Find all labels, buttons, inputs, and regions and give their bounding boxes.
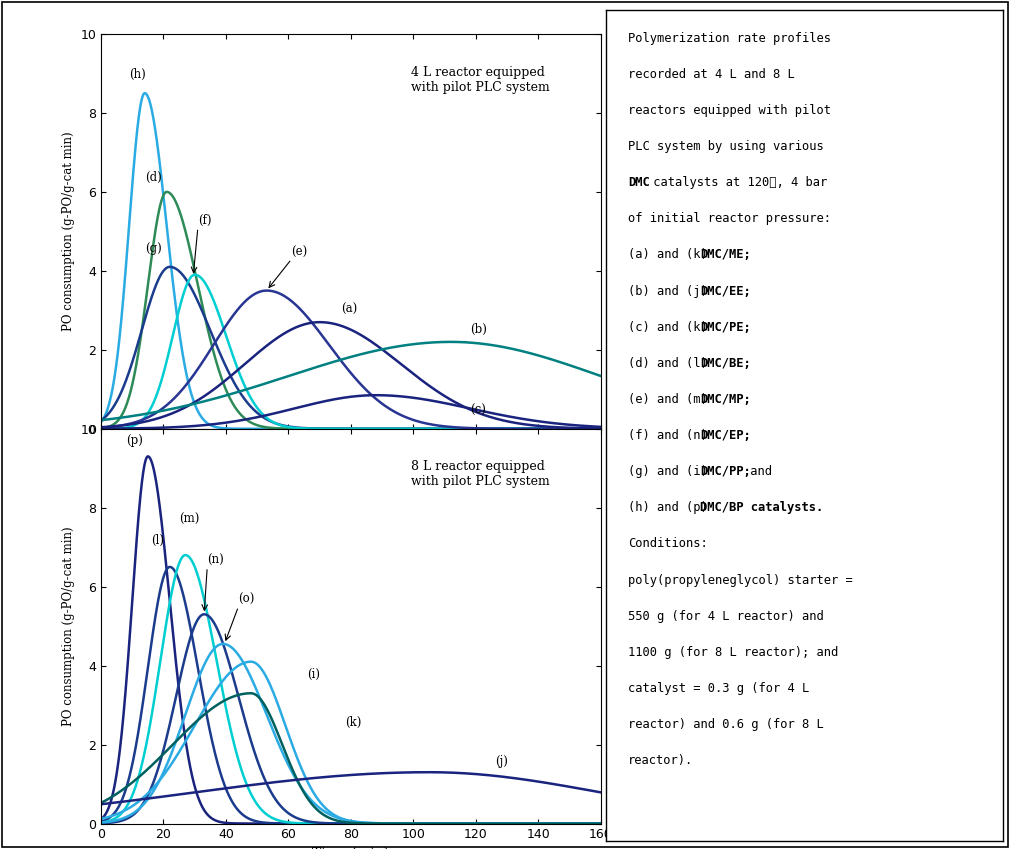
Text: DMC/PE;: DMC/PE;	[701, 321, 751, 334]
Text: reactors equipped with pilot: reactors equipped with pilot	[628, 104, 831, 117]
Text: and: and	[742, 465, 772, 478]
Text: 4 L reactor equipped
with pilot PLC system: 4 L reactor equipped with pilot PLC syst…	[411, 65, 549, 93]
Text: 550 g (for 4 L reactor) and: 550 g (for 4 L reactor) and	[628, 610, 823, 622]
Text: catalyst = 0.3 g (for 4 L: catalyst = 0.3 g (for 4 L	[628, 682, 809, 695]
Text: (h) and (p): (h) and (p)	[628, 501, 715, 514]
Text: of initial reactor pressure:: of initial reactor pressure:	[628, 212, 831, 225]
Text: (c) and (k): (c) and (k)	[628, 321, 715, 334]
Text: (c): (c)	[470, 404, 486, 417]
Text: (a) and (k): (a) and (k)	[628, 249, 715, 261]
Text: DMC/BE;: DMC/BE;	[701, 357, 751, 370]
Text: (d) and (l): (d) and (l)	[628, 357, 715, 370]
Text: (e) and (m): (e) and (m)	[628, 393, 715, 406]
Text: (j): (j)	[495, 756, 508, 768]
Text: DMC/ME;: DMC/ME;	[701, 249, 751, 261]
Text: (i): (i)	[307, 668, 320, 682]
Text: DMC/PP;: DMC/PP;	[701, 465, 751, 478]
Text: (l): (l)	[152, 534, 164, 548]
Text: (b) and (j): (b) and (j)	[628, 284, 715, 298]
Text: (o): (o)	[238, 593, 255, 606]
Text: (m): (m)	[179, 513, 200, 526]
X-axis label: Time (min): Time (min)	[312, 847, 390, 849]
Text: reactor) and 0.6 g (for 8 L: reactor) and 0.6 g (for 8 L	[628, 718, 823, 731]
Text: (g): (g)	[144, 242, 162, 255]
Text: poly(propyleneglycol) starter =: poly(propyleneglycol) starter =	[628, 574, 852, 587]
Text: (d): (d)	[144, 171, 162, 184]
Text: DMC/BP catalysts.: DMC/BP catalysts.	[701, 501, 824, 514]
Text: (f) and (n): (f) and (n)	[628, 429, 715, 442]
Y-axis label: PO consumption (g-PO/g-cat min): PO consumption (g-PO/g-cat min)	[62, 526, 75, 726]
Text: (b): (b)	[470, 323, 487, 336]
Text: 1100 g (for 8 L reactor); and: 1100 g (for 8 L reactor); and	[628, 646, 838, 659]
Text: Conditions:: Conditions:	[628, 537, 708, 550]
Text: (e): (e)	[292, 246, 308, 259]
Text: (h): (h)	[129, 68, 145, 82]
Text: DMC: DMC	[628, 177, 649, 189]
Text: 8 L reactor equipped
with pilot PLC system: 8 L reactor equipped with pilot PLC syst…	[411, 460, 549, 488]
Text: (n): (n)	[207, 554, 224, 567]
Text: (k): (k)	[344, 716, 362, 728]
Text: DMC/EP;: DMC/EP;	[701, 429, 751, 442]
Text: (a): (a)	[341, 303, 358, 316]
Text: DMC/MP;: DMC/MP;	[701, 393, 751, 406]
Text: DMC/EE;: DMC/EE;	[701, 284, 751, 298]
Y-axis label: PO consumption (g-PO/g-cat min): PO consumption (g-PO/g-cat min)	[62, 132, 75, 331]
Text: recorded at 4 L and 8 L: recorded at 4 L and 8 L	[628, 68, 795, 81]
Text: Polymerization rate profiles: Polymerization rate profiles	[628, 31, 831, 45]
Text: (p): (p)	[126, 434, 142, 447]
Text: catalysts at 120℃, 4 bar: catalysts at 120℃, 4 bar	[646, 177, 827, 189]
Text: (g) and (i): (g) and (i)	[628, 465, 715, 478]
Text: reactor).: reactor).	[628, 754, 693, 767]
Text: PLC system by using various: PLC system by using various	[628, 140, 823, 153]
Text: (f): (f)	[198, 215, 211, 228]
